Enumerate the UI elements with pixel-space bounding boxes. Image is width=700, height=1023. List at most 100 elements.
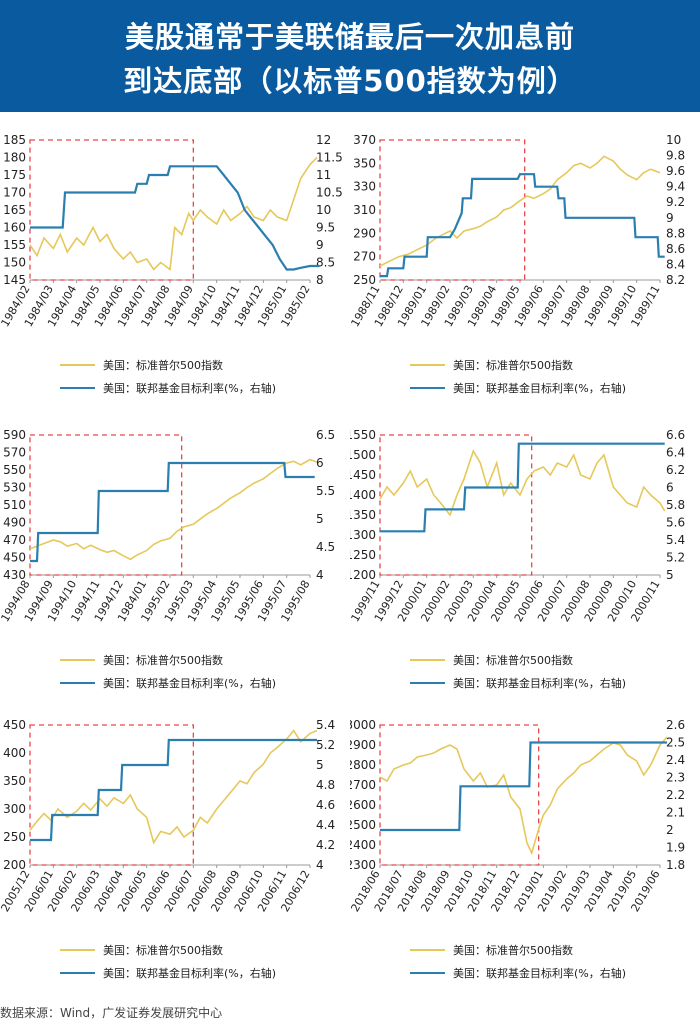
y-right-tick-label: 4.5	[316, 540, 335, 554]
y-left-tick-label: 250	[3, 830, 26, 844]
chart-2005-svg: 4504003503002502005.45.254.84.64.44.2420…	[0, 718, 335, 980]
chart-1994: 590 570 550 530 510 490 470 450 430 6.5 6 5.5 5 4.5 4 1…	[0, 415, 350, 715]
y-left-tick-label: 350	[353, 156, 376, 170]
y-right-tick-label: 9.6	[666, 164, 685, 178]
y-left-tick-label: 1250	[350, 548, 376, 562]
chart-2018-svg: 3000 2900 2800 2700 2600 2500 2400 2300 2.6 2.5 2.…	[350, 718, 685, 980]
y-right-tick-label: 6	[666, 481, 674, 495]
highlight-box	[379, 724, 540, 866]
y-right-tick-label: 5.2	[666, 551, 685, 565]
legend-sp500-label: 美国：标准普尔500指数	[103, 358, 223, 372]
legend-sp500-label: 美国：标准普尔500指数	[103, 943, 223, 957]
legend-sp500-label: 美国：标准普尔500指数	[453, 358, 573, 372]
source-note: 数据来源：Wind，广发证券发展研究中心	[0, 1006, 223, 1020]
y-right-tick-label: 2.4	[666, 753, 685, 767]
y-right-tick-label: 5	[316, 758, 324, 772]
y-right-tick-label: 1.9	[666, 841, 685, 855]
y-right-tick-label: 6.4	[666, 446, 685, 460]
y-left-tick-label: 3000	[350, 718, 376, 732]
y-right-tick-label: 8.5	[316, 256, 335, 270]
y-right-tick-label: 5.2	[316, 738, 335, 752]
fed-rate-series-line	[30, 738, 317, 842]
y-left-tick-label: 570	[3, 446, 26, 460]
y-right-tick-label: 5	[316, 512, 324, 526]
legend-fed-label: 美国：联邦基金目标利率(%，右轴)	[453, 676, 626, 690]
y-left-tick-label: 350	[3, 774, 26, 788]
fed-rate-series-line	[380, 741, 667, 832]
legend-fed-label: 美国：联邦基金目标利率(%，右轴)	[103, 676, 276, 690]
y-left-tick-label: 175	[3, 168, 26, 182]
y-right-tick-label: 5.5	[316, 484, 335, 498]
sp500-series-line	[379, 155, 661, 267]
fed-rate-series-line	[380, 173, 665, 278]
y-right-tick-label: 8.4	[666, 257, 685, 271]
y-left-tick-label: 510	[3, 498, 26, 512]
y-left-tick-label: 490	[3, 516, 26, 530]
y-right-tick-label: 9.4	[666, 180, 685, 194]
highlight-box	[29, 724, 194, 866]
y-left-tick-label: 370	[353, 133, 376, 147]
y-left-tick-label: 2400	[350, 838, 376, 852]
y-left-tick-label: 180	[3, 151, 26, 165]
legend-fed-label: 美国：联邦基金目标利率(%，右轴)	[103, 966, 276, 980]
legend-sp500-label: 美国：标准普尔500指数	[453, 653, 573, 667]
y-right-tick-label: 4.2	[316, 838, 335, 852]
y-left-tick-label: 400	[3, 746, 26, 760]
y-left-tick-label: 2500	[350, 818, 376, 832]
y-left-tick-label: 1450	[350, 468, 376, 482]
sp500-series-line	[29, 729, 318, 845]
y-left-tick-label: 2700	[350, 778, 376, 792]
y-right-tick-label: 2.3	[666, 771, 685, 785]
fed-rate-series-line	[30, 165, 320, 271]
y-left-tick-label: 290	[353, 226, 376, 240]
y-right-tick-label: 10.5	[316, 186, 343, 200]
fed-rate-series-line	[30, 461, 315, 563]
y-right-tick-label: 11.5	[316, 151, 343, 165]
y-right-tick-label: 2.5	[666, 736, 685, 750]
y-left-tick-label: 2800	[350, 758, 376, 772]
y-right-tick-label: 5.4	[666, 533, 685, 547]
sp500-series-line	[29, 156, 318, 271]
y-right-tick-label: 4.4	[316, 818, 335, 832]
sp500-series-line	[29, 458, 318, 561]
y-right-tick-label: 4.6	[316, 798, 335, 812]
y-right-tick-label: 4	[316, 568, 324, 582]
page-title-line-2: 到达底部（以标普500指数为例）	[123, 64, 577, 98]
y-right-tick-label: 2	[666, 823, 674, 837]
y-left-tick-label: 2900	[350, 738, 376, 752]
y-left-tick-label: 1350	[350, 508, 376, 522]
y-left-tick-label: 200	[3, 858, 26, 872]
y-right-tick-label: 4	[316, 858, 324, 872]
y-left-tick-label: 1400	[350, 488, 376, 502]
sp500-series-line	[379, 449, 666, 517]
y-left-tick-label: 150	[3, 256, 26, 270]
y-left-tick-label: 2600	[350, 798, 376, 812]
legend-sp500-label: 美国：标准普尔500指数	[103, 653, 223, 667]
y-left-tick-label: 165	[3, 203, 26, 217]
y-right-tick-label: 10	[666, 133, 681, 147]
y-left-tick-label: 2300	[350, 858, 376, 872]
y-right-tick-label: 9	[316, 238, 324, 252]
y-left-tick-label: 145	[3, 273, 26, 287]
y-left-tick-label: 310	[353, 203, 376, 217]
y-right-tick-label: 10	[316, 203, 331, 217]
y-right-tick-label: 4.8	[316, 778, 335, 792]
y-right-tick-label: 6.6	[666, 428, 685, 442]
y-right-tick-label: 2.2	[666, 788, 685, 802]
y-left-tick-label: 430	[3, 568, 26, 582]
y-right-tick-label: 6.2	[666, 463, 685, 477]
highlight-box	[379, 434, 533, 576]
y-right-tick-label: 11	[316, 168, 331, 182]
y-right-tick-label: 5.8	[666, 498, 685, 512]
header-banner: 美股通常于美联储最后一次加息前 到达底部（以标普500指数为例）	[0, 0, 700, 112]
chart-2018: 3000 2900 2800 2700 2600 2500 2400 2300 2.6 2.5 2.…	[350, 705, 700, 1005]
y-right-tick-label: 8.8	[666, 226, 685, 240]
chart-1988-svg: 370 350 330 310 290 270 250 10 9.89.6 9.49.2 98.8 8…	[350, 133, 685, 395]
y-right-tick-label: 9.8	[666, 149, 685, 163]
highlight-box	[29, 139, 194, 281]
legend-fed-label: 美国：联邦基金目标利率(%，右轴)	[103, 381, 276, 395]
y-right-tick-label: 8.2	[666, 273, 685, 287]
y-left-tick-label: 160	[3, 221, 26, 235]
y-left-tick-label: 250	[353, 273, 376, 287]
